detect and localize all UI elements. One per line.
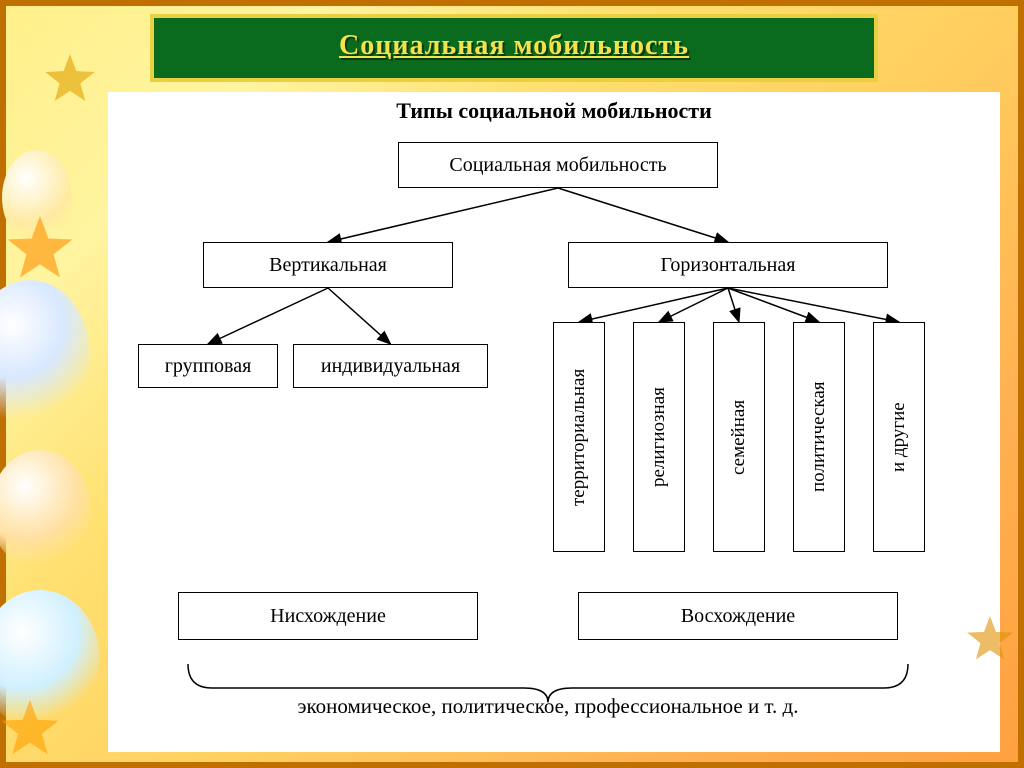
node-terr-label: территориальная: [568, 368, 590, 505]
decor-star: [0, 700, 60, 760]
decor-star: [44, 54, 96, 106]
node-polit-label: политическая: [808, 382, 830, 493]
node-group-label: групповая: [165, 355, 252, 378]
node-polit: политическая: [793, 322, 845, 552]
node-other-label: и другие: [888, 402, 910, 472]
diagram-area: Типы социальной мобильности экономическо…: [108, 92, 1000, 752]
node-root: Социальная мобильность: [398, 142, 718, 188]
node-relig-label: религиозная: [648, 387, 670, 487]
diagram-title: Типы социальной мобильности: [108, 98, 1000, 124]
header-title: Социальная мобильность: [154, 30, 874, 62]
node-up-label: Восхождение: [681, 605, 795, 628]
node-down-label: Нисхождение: [270, 605, 386, 628]
node-vert-label: Вертикальная: [269, 254, 387, 277]
decor-star: [6, 216, 74, 284]
header-bar: Социальная мобильность Социальная мобиль…: [150, 14, 878, 82]
node-family: семейная: [713, 322, 765, 552]
node-root-label: Социальная мобильность: [449, 154, 666, 177]
node-terr: территориальная: [553, 322, 605, 552]
decor-star: [966, 616, 1014, 664]
node-indiv: индивидуальная: [293, 344, 488, 388]
node-family-label: семейная: [728, 399, 750, 474]
node-horiz: Горизонтальная: [568, 242, 888, 288]
node-up: Восхождение: [578, 592, 898, 640]
node-vert: Вертикальная: [203, 242, 453, 288]
node-relig: религиозная: [633, 322, 685, 552]
node-indiv-label: индивидуальная: [321, 355, 460, 378]
brace-label: экономическое, политическое, профессиона…: [188, 694, 908, 719]
node-horiz-label: Горизонтальная: [661, 254, 796, 277]
stage: Социальная мобильность Социальная мобиль…: [0, 0, 1024, 768]
node-down: Нисхождение: [178, 592, 478, 640]
node-other: и другие: [873, 322, 925, 552]
node-group: групповая: [138, 344, 278, 388]
